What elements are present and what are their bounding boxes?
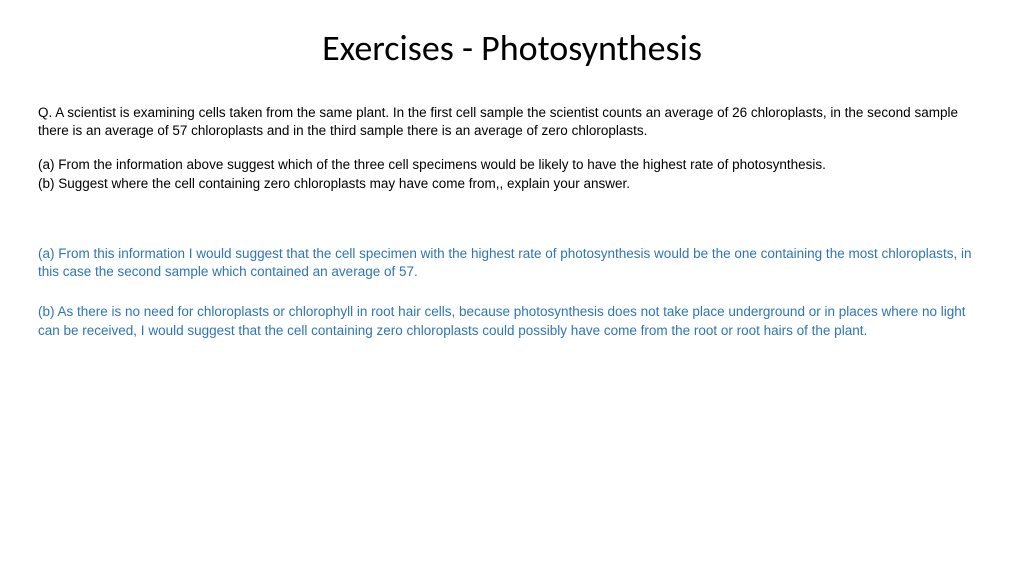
answer-b: (b) As there is no need for chloroplasts… [38,303,986,339]
answer-a: (a) From this information I would sugges… [38,245,986,281]
question-part-b: (b) Suggest where the cell containing ze… [38,175,986,193]
slide-container: Exercises - Photosynthesis Q. A scientis… [0,0,1024,576]
question-prompt: Q. A scientist is examining cells taken … [38,104,986,140]
slide-title: Exercises - Photosynthesis [38,26,986,70]
subquestions: (a) From the information above suggest w… [38,156,986,192]
question-part-a: (a) From the information above suggest w… [38,156,986,174]
